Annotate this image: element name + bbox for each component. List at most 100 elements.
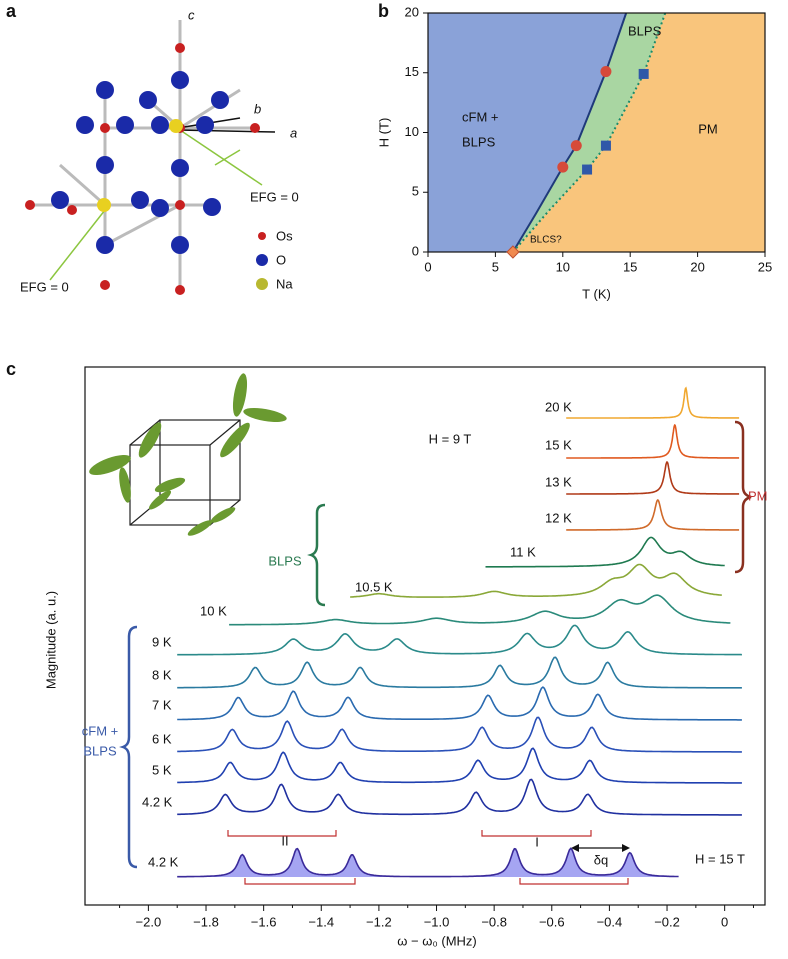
annotation: II (281, 833, 288, 848)
spectrum (177, 847, 679, 878)
phase-boundary (512, 12, 628, 253)
region-label: BLPS (462, 134, 496, 149)
trace-label: 8 K (152, 667, 172, 682)
trace-label: 7 K (152, 697, 172, 712)
region (512, 13, 765, 252)
x-axis-label: ω − ω₀ (MHz) (397, 933, 477, 948)
trace-label: 4.2 K (142, 794, 173, 809)
x-axis-label: T (K) (582, 286, 611, 301)
annotation: I (535, 834, 539, 849)
marker (600, 140, 611, 151)
trace-label: 15 K (545, 437, 572, 452)
x-tick-label: −0.4 (597, 914, 623, 929)
annotation: H = 15 T (695, 851, 745, 866)
trace-label: 5 K (152, 762, 172, 777)
legend-label: Os (276, 228, 293, 243)
marker (600, 66, 612, 78)
x-tick-label: 10 (556, 259, 570, 274)
panel-label: a (6, 1, 17, 21)
spectrum (177, 716, 742, 753)
brace (119, 625, 138, 869)
spectrum (177, 686, 742, 721)
x-tick-label: −1.6 (251, 914, 277, 929)
marker (506, 245, 520, 259)
marker (638, 68, 649, 79)
legend-label: O (276, 252, 286, 267)
annotation: δq (594, 852, 608, 867)
panel-label: b (378, 1, 389, 21)
trace-label: 4.2 K (148, 854, 179, 869)
spectrum (566, 386, 740, 419)
trace-label: 13 K (545, 474, 572, 489)
crystal (30, 20, 276, 290)
trace-label: 12 K (545, 510, 572, 525)
atoms (25, 43, 268, 295)
x-tick-label: 0 (721, 914, 728, 929)
y-axis-label: H (T) (376, 118, 391, 148)
region (428, 13, 627, 252)
region (512, 13, 666, 252)
x-tick-label: −2.0 (136, 914, 162, 929)
trace-label: 10.5 K (355, 579, 393, 594)
brace (734, 420, 752, 574)
annotation: BLPS (268, 553, 302, 568)
y-tick-label: 15 (405, 64, 419, 79)
trace-label: 20 K (545, 399, 572, 414)
spectrum (566, 424, 740, 459)
x-tick-label: 5 (492, 259, 499, 274)
y-axis-label: Magnitude (a. u.) (43, 591, 58, 689)
x-tick-label: −1.8 (193, 914, 219, 929)
x-tick-label: −0.2 (654, 914, 680, 929)
spectrum (566, 461, 740, 495)
x-tick-label: 0 (424, 259, 431, 274)
axis-label: c (188, 7, 195, 22)
x-tick-label: −1.0 (424, 914, 450, 929)
region-label: BLPS (628, 23, 662, 38)
marker (582, 164, 593, 175)
phase-boundary (512, 12, 667, 253)
orbitals (89, 373, 287, 536)
region-label: BLCS? (530, 235, 562, 246)
x-tick-label: −0.8 (481, 914, 507, 929)
spectrum (485, 536, 725, 568)
annotation: cFM + (82, 723, 118, 738)
panel-label: c (6, 359, 16, 379)
annotation: EFG = 0 (20, 279, 69, 294)
x-tick-label: 20 (690, 259, 704, 274)
spectrum (229, 594, 731, 626)
bracket (227, 830, 629, 885)
axis-label: b (254, 101, 261, 116)
x-tick-label: −1.2 (366, 914, 392, 929)
marker (557, 161, 569, 173)
x-tick-label: 25 (758, 259, 772, 274)
plot-frame (84, 366, 766, 906)
legend-label: Na (276, 276, 293, 291)
trace-label: 6 K (152, 731, 172, 746)
trace-label: 10 K (200, 603, 227, 618)
annotation: PM (748, 488, 768, 503)
spectrum-fill (177, 848, 679, 877)
y-tick-label: 0 (412, 243, 419, 258)
spectrum (566, 499, 740, 531)
trace-label: 9 K (152, 634, 172, 649)
y-tick-label: 10 (405, 124, 419, 139)
y-tick-label: 5 (412, 184, 419, 199)
double-arrow (571, 844, 630, 852)
annotation: EFG = 0 (250, 189, 299, 204)
region-label: PM (698, 121, 718, 136)
x-tick-label: −1.4 (308, 914, 334, 929)
spectrum (177, 624, 742, 656)
marker (570, 140, 582, 152)
annotation: H = 9 T (429, 431, 472, 446)
region-label: cFM + (462, 109, 498, 124)
spectrum (350, 563, 722, 598)
brace (307, 503, 326, 607)
x-tick-label: 15 (623, 259, 637, 274)
axis-label: a (290, 125, 297, 140)
y-tick-label: 20 (405, 4, 419, 19)
annotation: BLPS (83, 743, 117, 758)
spectrum (177, 656, 742, 689)
spectrum (177, 778, 742, 816)
trace-label: 11 K (510, 544, 536, 559)
